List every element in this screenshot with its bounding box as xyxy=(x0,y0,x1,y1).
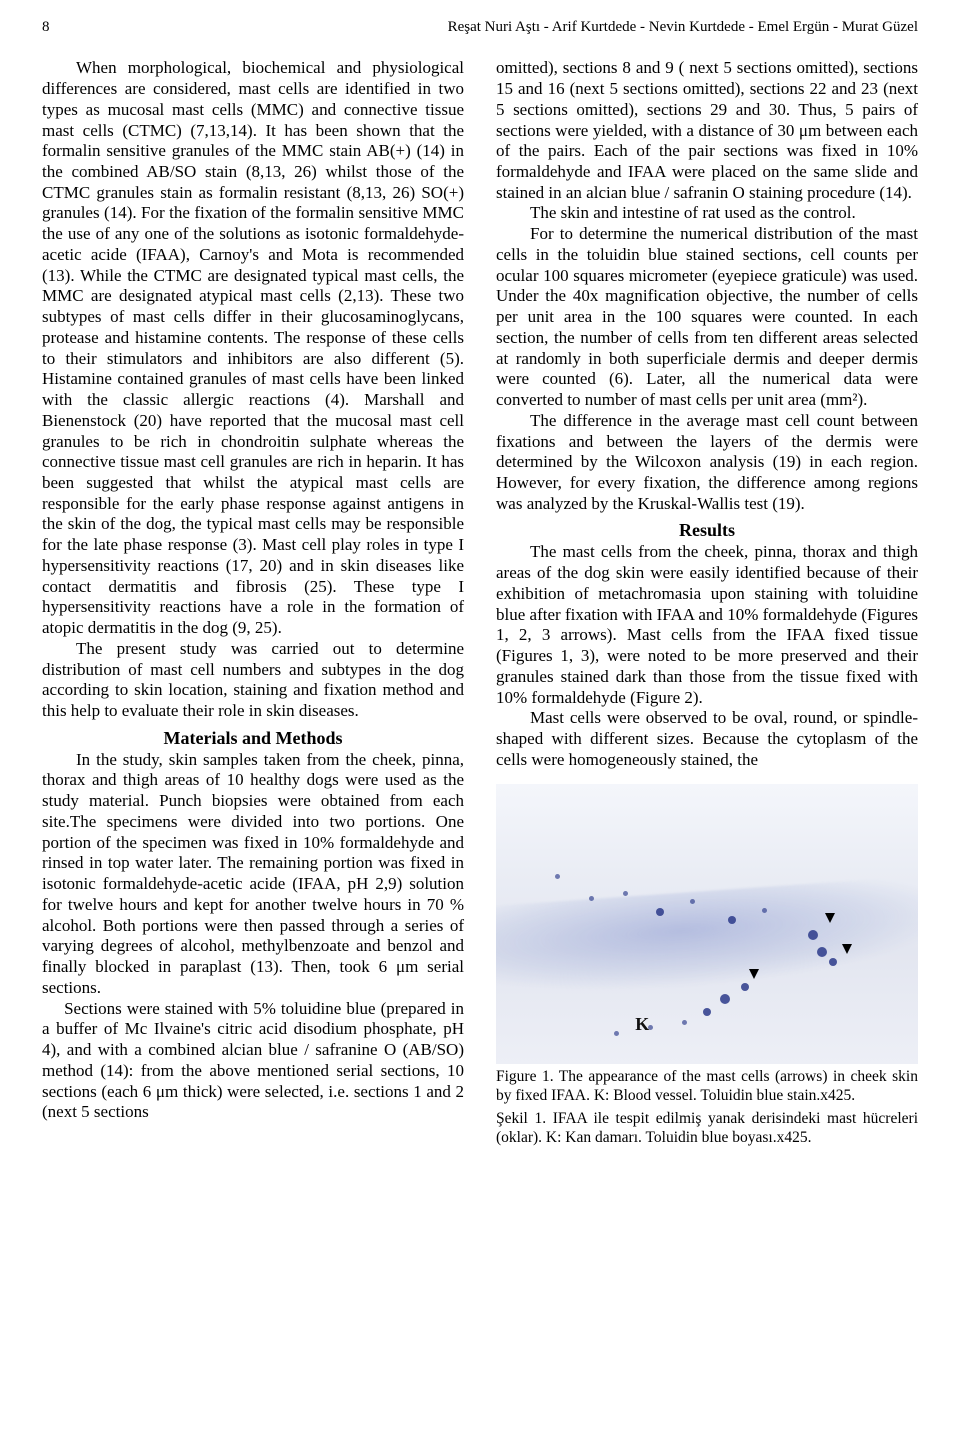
figure-1-image: K xyxy=(496,784,918,1064)
figure-1: K Figure 1. The appearance of the mast c… xyxy=(496,784,918,1148)
two-column-body: When morphological, biochemical and phys… xyxy=(42,58,918,1148)
intro-paragraph-1: When morphological, biochemical and phys… xyxy=(42,58,464,639)
materials-methods-heading: Materials and Methods xyxy=(42,728,464,750)
figure-1-k-label: K xyxy=(635,1014,649,1036)
methods-paragraph-5: The difference in the average mast cell … xyxy=(496,411,918,515)
methods-paragraph-4: For to determine the numerical distribut… xyxy=(496,224,918,411)
running-head-authors: Reşat Nuri Aştı - Arif Kurtdede - Nevin … xyxy=(448,18,918,36)
intro-paragraph-2: The present study was carried out to det… xyxy=(42,639,464,722)
figure-1-arrow-icon xyxy=(749,969,759,979)
results-paragraph-1: The mast cells from the cheek, pinna, th… xyxy=(496,542,918,708)
methods-paragraph-3: The skin and intestine of rat used as th… xyxy=(496,203,918,224)
methods-paragraph-2b: omitted), sections 8 and 9 ( next 5 sect… xyxy=(496,58,918,203)
page-number: 8 xyxy=(42,18,50,36)
figure-1-arrow-icon xyxy=(842,944,852,954)
methods-paragraph-2a: Sections were stained with 5% toluidine … xyxy=(42,999,464,1123)
figure-1-caption-tr: Şekil 1. IFAA ile tespit edilmiş yanak d… xyxy=(496,1110,918,1148)
running-header: 8 Reşat Nuri Aştı - Arif Kurtdede - Nevi… xyxy=(42,18,918,36)
results-heading: Results xyxy=(496,520,918,542)
figure-1-caption-en: Figure 1. The appearance of the mast cel… xyxy=(496,1068,918,1106)
results-paragraph-2: Mast cells were observed to be oval, rou… xyxy=(496,708,918,770)
methods-paragraph-1: In the study, skin samples taken from th… xyxy=(42,750,464,999)
figure-1-arrow-icon xyxy=(825,913,835,923)
